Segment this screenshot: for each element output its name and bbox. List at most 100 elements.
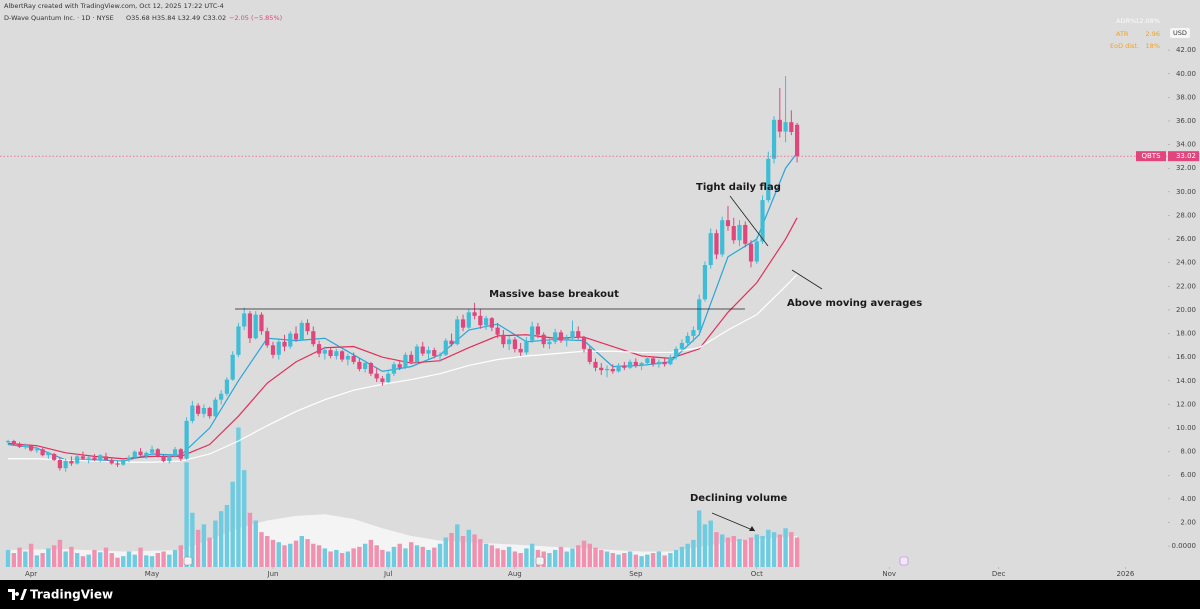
volume-bar — [247, 512, 253, 567]
symbol-label: QBTS — [1141, 152, 1161, 160]
candle-body — [495, 327, 500, 335]
candle-body — [282, 341, 287, 347]
volume-bar — [766, 529, 771, 567]
volume-bar — [633, 554, 639, 567]
volume-bar — [529, 543, 535, 567]
candle-body — [386, 373, 391, 382]
volume-bar — [339, 553, 345, 567]
candle-body — [558, 332, 564, 341]
candle-body — [288, 333, 293, 347]
volume-bar — [40, 553, 45, 567]
candle-body — [771, 119, 777, 159]
volume-bar — [679, 546, 685, 567]
volume-bar — [489, 545, 495, 567]
candle-body — [98, 455, 103, 460]
currency[interactable]: USD — [1173, 29, 1187, 37]
volume-bar — [789, 532, 794, 567]
x-tick-label: Oct — [751, 570, 763, 578]
volume-bar — [748, 537, 754, 567]
volume-bar — [437, 543, 443, 567]
volume-bar — [478, 539, 483, 567]
y-tick-label: 32.00 — [1176, 164, 1196, 172]
candle-body — [714, 233, 719, 255]
moving-average — [8, 274, 798, 463]
volume-bar — [23, 551, 28, 567]
volume-bar — [161, 551, 166, 567]
candle-body — [17, 444, 22, 447]
candle-body — [466, 312, 471, 328]
volume-bar — [391, 546, 397, 567]
candle-body — [196, 405, 201, 414]
volume-bar — [495, 548, 500, 567]
candle-body — [443, 340, 448, 355]
candle-body — [518, 348, 523, 353]
volume-bar — [656, 551, 662, 567]
y-tick-label: 24.00 — [1176, 259, 1196, 267]
y-tick-label: 38.00 — [1176, 93, 1196, 101]
currency-box[interactable] — [1170, 28, 1190, 38]
candle-body — [731, 226, 736, 241]
price-box — [1168, 151, 1199, 162]
candle-body — [293, 333, 299, 340]
y-tick-label: 8.00 — [1180, 448, 1196, 456]
volume-bar — [622, 553, 627, 567]
volume-bar — [771, 532, 777, 567]
candle-body — [426, 350, 431, 354]
volume-bar — [236, 427, 241, 567]
candle-body — [236, 326, 241, 355]
candle-body — [5, 441, 11, 443]
volume-bar — [708, 520, 713, 567]
volume-bar — [207, 537, 212, 567]
candle-body — [483, 318, 489, 326]
candle-body — [34, 449, 39, 451]
candle-body — [345, 355, 350, 360]
volume-bar — [138, 547, 143, 567]
volume-bar — [316, 545, 322, 567]
candle-body — [178, 449, 183, 459]
candle-body — [103, 456, 109, 460]
candle-body — [86, 457, 91, 459]
volume-bar — [483, 543, 489, 567]
candle-body — [432, 350, 437, 356]
y-tick-label: 2.00 — [1180, 518, 1196, 526]
candle-body — [322, 350, 327, 354]
candle-body — [29, 445, 34, 451]
volume-bar — [345, 551, 351, 567]
volume-bar — [691, 539, 696, 567]
volume-bar — [293, 540, 299, 567]
volume-bar — [547, 553, 552, 567]
footer — [0, 580, 1200, 609]
candle-body — [760, 200, 765, 242]
volume-bar — [230, 481, 235, 567]
symbol-box — [1136, 151, 1166, 162]
candle-body — [11, 441, 16, 445]
volume-bar — [74, 553, 80, 567]
volume-bar — [132, 554, 137, 567]
volume-bar — [115, 557, 120, 567]
candle-body — [789, 122, 794, 132]
volume-bar — [270, 539, 276, 567]
candle-body — [737, 224, 742, 241]
annotation-line — [729, 195, 769, 247]
annotation-arrow — [711, 512, 756, 532]
candle-body — [172, 449, 178, 457]
candle-body — [512, 339, 517, 349]
y-tick-label: 36.00 — [1176, 117, 1196, 125]
x-tick-label: Nov — [882, 570, 896, 578]
candle-body — [553, 332, 558, 342]
candle-body — [403, 354, 408, 368]
volume-bar — [501, 549, 506, 567]
volume-bar — [69, 546, 74, 567]
volume-bar — [184, 462, 189, 567]
info-label: ATR — [1116, 30, 1129, 38]
candle-body — [109, 459, 114, 464]
candle-body — [75, 456, 80, 464]
candle-body — [697, 299, 702, 330]
volume-bar — [610, 553, 615, 567]
candle-layer — [5, 76, 800, 472]
volume-bar — [570, 548, 575, 567]
candle-body — [627, 361, 633, 368]
candle-body — [708, 233, 713, 266]
y-tick-label: 26.00 — [1176, 235, 1196, 243]
